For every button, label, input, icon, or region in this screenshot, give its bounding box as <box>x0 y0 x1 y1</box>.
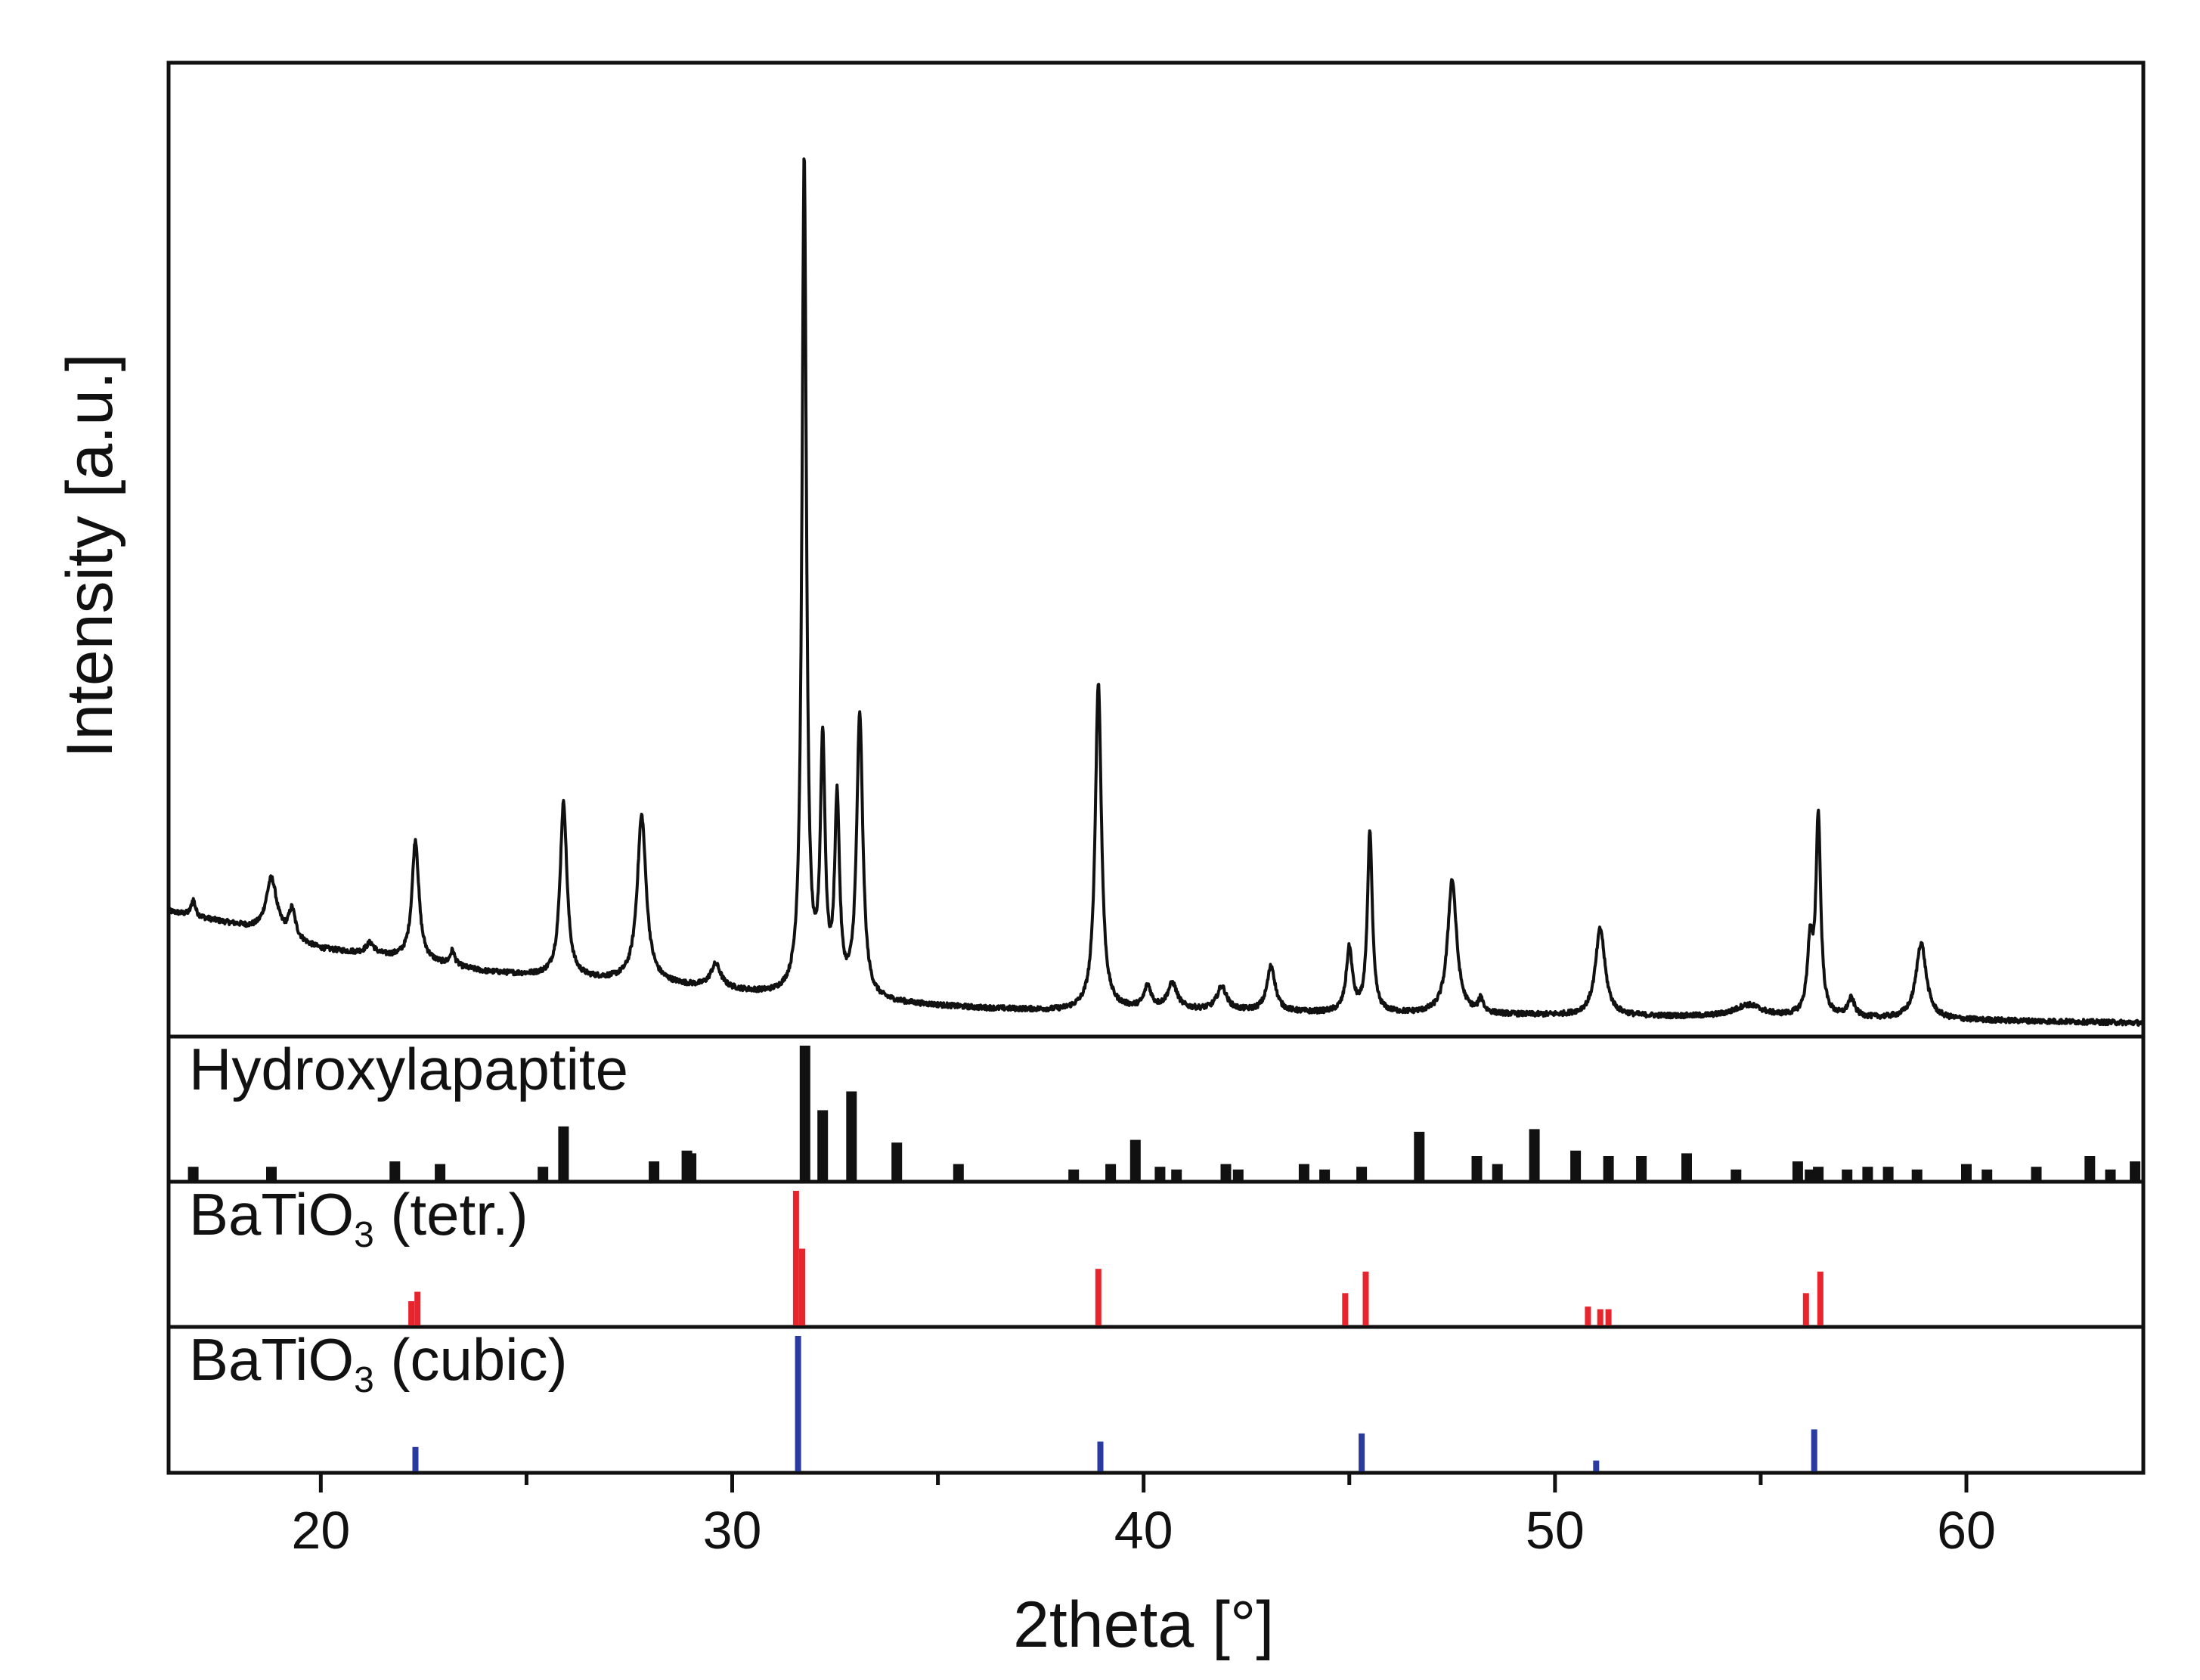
reference-stick <box>1961 1164 1972 1180</box>
reference-stick <box>1362 1271 1369 1325</box>
panel-label-batio3-cubic: BaTiO3 (cubic) <box>189 1326 568 1400</box>
reference-stick <box>799 1248 805 1325</box>
reference-stick <box>792 1191 799 1325</box>
reference-stick <box>1232 1169 1244 1180</box>
reference-stick <box>1068 1169 1080 1180</box>
panel-label-subscript: 3 <box>354 1360 374 1400</box>
reference-stick <box>1095 1269 1102 1325</box>
reference-stick <box>408 1301 415 1325</box>
plot-border <box>166 60 2146 1475</box>
reference-stick <box>1220 1164 1232 1180</box>
reference-stick <box>1570 1150 1582 1180</box>
reference-stick <box>1805 1169 1816 1180</box>
reference-stick <box>1097 1441 1104 1471</box>
reference-stick <box>1319 1169 1331 1180</box>
reference-stick <box>435 1164 446 1180</box>
reference-stick <box>846 1091 857 1180</box>
reference-stick <box>1911 1169 1923 1180</box>
reference-stick <box>2130 1161 2141 1180</box>
panel-label-tail: (tetr.) <box>374 1181 528 1248</box>
reference-stick <box>1862 1167 1873 1180</box>
main-pattern-panel <box>167 157 2145 1027</box>
reference-stick <box>1842 1169 1853 1180</box>
reference-stick <box>1731 1169 1742 1180</box>
reference-stick <box>1982 1169 1993 1180</box>
reference-stick <box>799 1046 810 1180</box>
reference-stick <box>1471 1156 1483 1180</box>
reference-stick <box>1105 1164 1117 1180</box>
reference-stick <box>1154 1167 1166 1180</box>
reference-stick <box>1597 1309 1604 1325</box>
reference-stick <box>953 1164 964 1180</box>
x-tick-label: 60 <box>1937 1501 1996 1560</box>
reference-stick <box>1359 1433 1365 1471</box>
x-axis: 20 30 40 50 60 <box>291 1473 1996 1560</box>
reference-stick <box>795 1336 801 1471</box>
y-axis-title: Intensity [a.u.] <box>54 353 126 758</box>
reference-stick <box>1605 1309 1612 1325</box>
reference-stick <box>558 1126 569 1180</box>
panel-label-subscript: 3 <box>354 1215 374 1255</box>
reference-stick <box>2084 1156 2096 1180</box>
reference-stick <box>1792 1161 1803 1180</box>
x-axis-title: 2theta [°] <box>1013 1589 1274 1661</box>
reference-stick <box>389 1161 401 1180</box>
reference-stick <box>1298 1164 1309 1180</box>
reference-stick <box>412 1446 419 1471</box>
reference-stick <box>1356 1167 1368 1180</box>
panel-label-text: Hydroxylapaptite <box>189 1036 628 1102</box>
reference-stick <box>2105 1169 2116 1180</box>
panel-label-text: BaTiO <box>189 1326 354 1393</box>
reference-stick <box>1492 1164 1503 1180</box>
reference-stick <box>1593 1460 1600 1471</box>
panel-label-batio3-tetragonal: BaTiO3 (tetr.) <box>189 1181 528 1255</box>
reference-stick <box>1817 1271 1824 1325</box>
reference-stick <box>1811 1429 1817 1471</box>
reference-stick <box>891 1142 903 1180</box>
panel-label-text: BaTiO <box>189 1181 354 1248</box>
reference-stick <box>1342 1293 1349 1325</box>
reference-stick <box>1813 1167 1824 1180</box>
xrd-pattern-line <box>167 157 2145 1027</box>
panel-label-hydroxylapatite: Hydroxylapaptite <box>189 1036 628 1102</box>
x-tick-label: 40 <box>1114 1501 1173 1560</box>
reference-stick <box>414 1291 421 1325</box>
reference-stick <box>1603 1156 1614 1180</box>
chart-frame <box>166 60 2146 1475</box>
reference-stick <box>1636 1156 1647 1180</box>
reference-stick <box>1802 1293 1809 1325</box>
reference-stick <box>686 1153 697 1180</box>
reference-stick <box>1529 1129 1540 1180</box>
reference-stick <box>538 1167 549 1180</box>
reference-stick <box>1681 1153 1692 1180</box>
reference-stick <box>649 1161 660 1180</box>
reference-stick <box>2031 1167 2042 1180</box>
reference-stick <box>1414 1131 1425 1180</box>
panel-label-tail: (cubic) <box>374 1326 568 1393</box>
reference-panel-hydroxylapatite <box>187 1046 2141 1180</box>
reference-panel-batio3-cubic <box>412 1336 1817 1471</box>
reference-stick <box>187 1167 199 1180</box>
x-tick-label: 20 <box>291 1501 350 1560</box>
x-tick-label: 30 <box>703 1501 762 1560</box>
reference-stick <box>1129 1139 1141 1180</box>
reference-stick <box>1171 1169 1182 1180</box>
x-tick-label: 50 <box>1526 1501 1585 1560</box>
reference-stick <box>266 1167 277 1180</box>
reference-stick <box>817 1110 829 1180</box>
reference-stick <box>1882 1167 1894 1180</box>
reference-stick <box>1585 1306 1591 1325</box>
reference-panel-batio3-tetragonal <box>408 1191 1824 1325</box>
reference-panels <box>187 1046 2141 1471</box>
